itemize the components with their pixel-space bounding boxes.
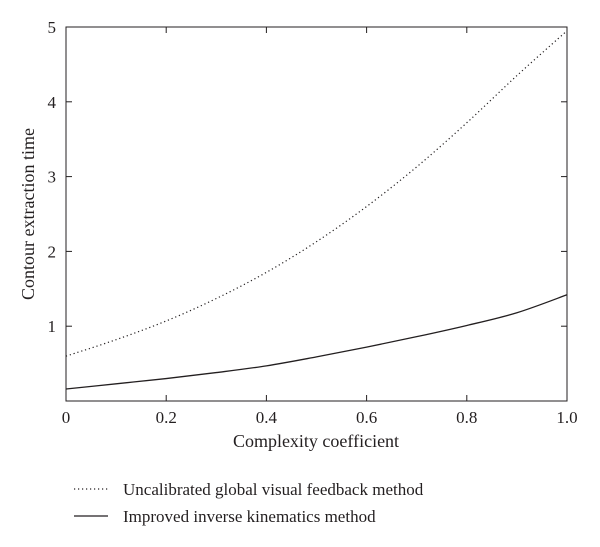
y-tick-label: 4 (48, 93, 57, 112)
x-tick-label: 0 (62, 408, 71, 427)
x-tick-label: 0.8 (456, 408, 477, 427)
x-tick-label: 0.6 (356, 408, 377, 427)
x-tick-label: 0.2 (156, 408, 177, 427)
series-lines (65, 30, 568, 390)
legend: Uncalibrated global visual feedback meth… (74, 480, 424, 526)
x-tick-label: 0.4 (256, 408, 278, 427)
plot-frame (65, 26, 568, 402)
y-tick-label: 3 (48, 168, 57, 187)
series-line-0 (65, 30, 568, 357)
y-axis-label: Contour extraction time (18, 128, 38, 300)
legend-label-improved: Improved inverse kinematics method (123, 507, 376, 526)
legend-label-uncalibrated: Uncalibrated global visual feedback meth… (123, 480, 424, 499)
x-tick-label: 1.0 (556, 408, 577, 427)
y-tick-label: 1 (48, 317, 57, 336)
y-tick-label: 2 (48, 242, 57, 261)
x-axis-label: Complexity coefficient (233, 431, 399, 451)
series-line-1 (65, 294, 568, 390)
tick-labels: 0 0.2 0.4 0.6 0.8 1.0 1 2 3 4 5 (48, 18, 578, 427)
axis-ticks (65, 26, 568, 401)
y-tick-label: 5 (48, 18, 57, 37)
